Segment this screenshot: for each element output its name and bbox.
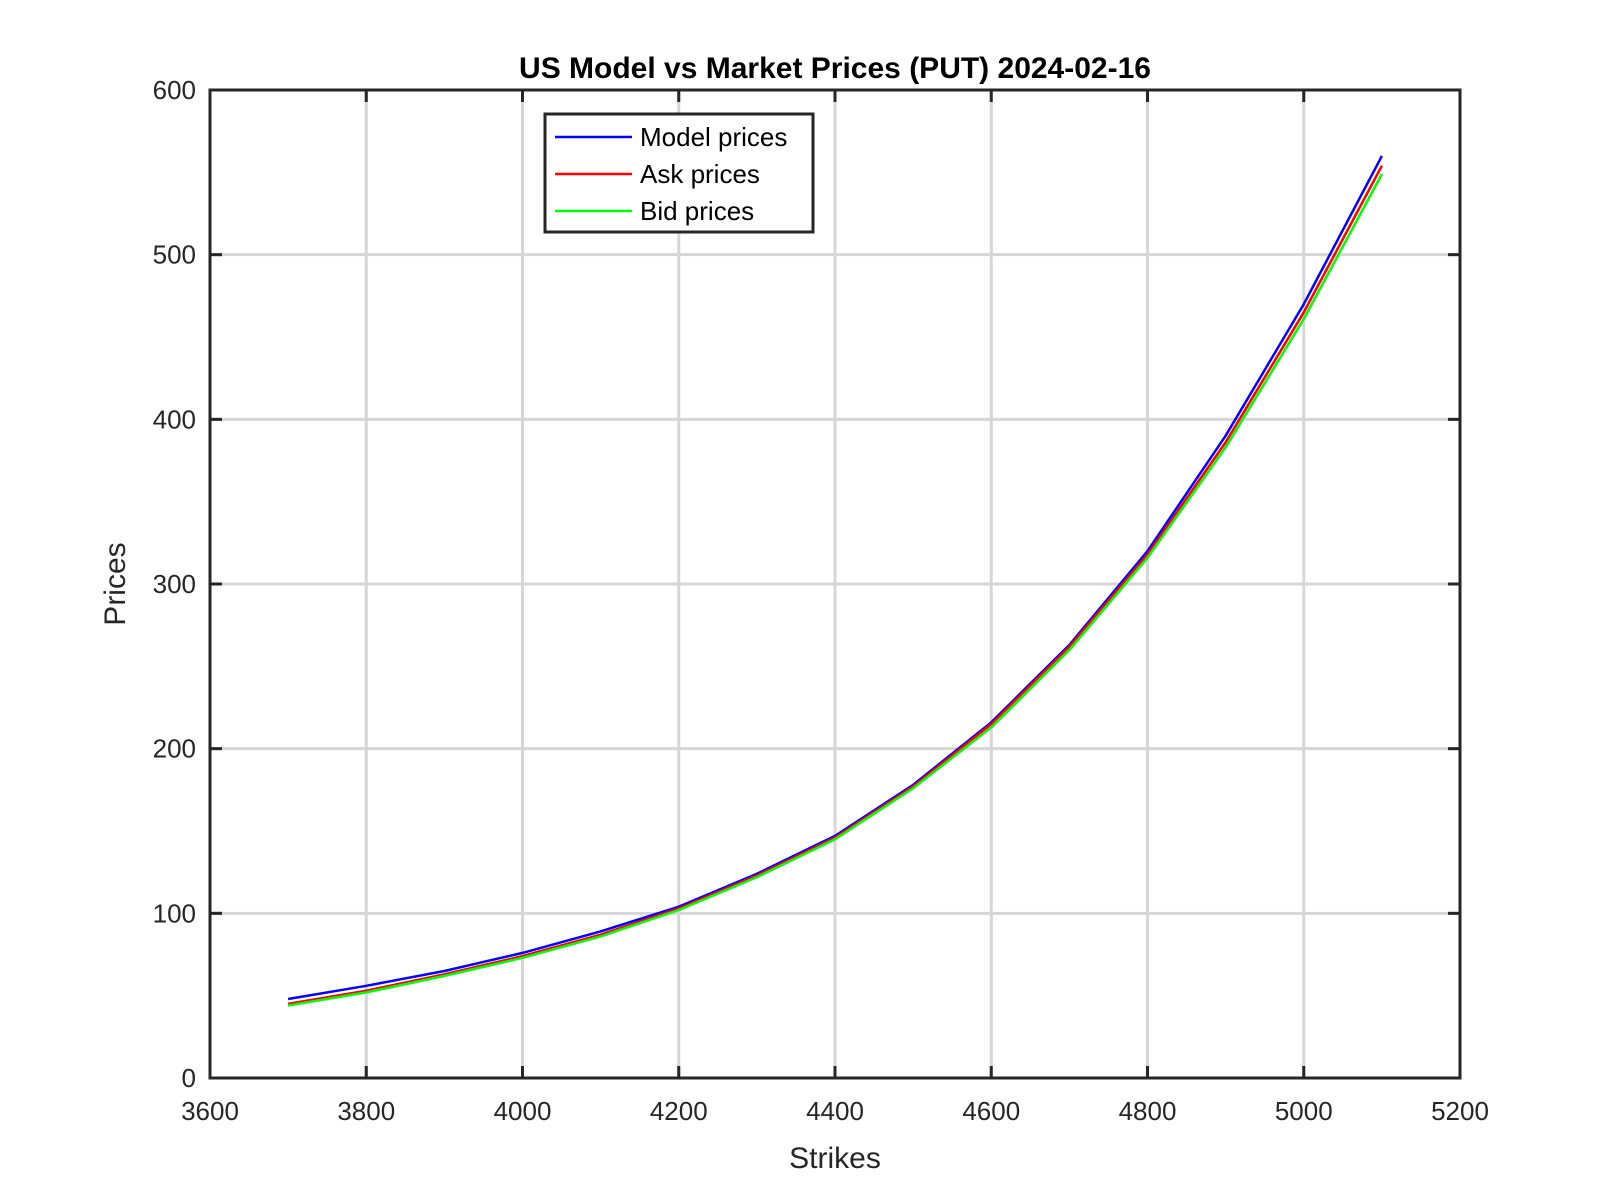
- plot-frame: [208, 88, 1462, 1080]
- x-tick-label: 3800: [337, 1096, 395, 1126]
- y-tick-label: 400: [153, 404, 196, 434]
- x-tick-label: 4200: [650, 1096, 708, 1126]
- y-tick-labels: 0 100 200 300 400 500 600: [153, 75, 196, 1093]
- x-tick-label: 3600: [181, 1096, 239, 1126]
- legend-entry: Model prices: [640, 122, 787, 152]
- chart-title: US Model vs Market Prices (PUT) 2024-02-…: [519, 52, 1151, 85]
- grid-lines: [210, 90, 1460, 1078]
- x-tick-label: 4000: [494, 1096, 552, 1126]
- x-tick-label: 4800: [1119, 1096, 1177, 1126]
- legend-entry: Bid prices: [640, 196, 754, 226]
- y-tick-label: 100: [153, 898, 196, 928]
- x-tick-label: 5000: [1275, 1096, 1333, 1126]
- series-lines: [287, 155, 1384, 1007]
- x-tick-label: 5200: [1431, 1096, 1489, 1126]
- series-line-bid-prices: [287, 173, 1384, 1007]
- x-tick-label: 4600: [962, 1096, 1020, 1126]
- y-axis-label: Prices: [99, 542, 132, 625]
- x-axis-label: Strikes: [789, 1142, 881, 1175]
- y-tick-label: 0: [182, 1063, 196, 1093]
- series-line-model-prices: [287, 155, 1384, 1001]
- x-tick-label: 4400: [806, 1096, 864, 1126]
- x-tick-labels: 3600 3800 4000 4200 4400 4600 4800 5000 5200: [181, 1096, 1489, 1126]
- y-tick-label: 500: [153, 240, 196, 270]
- legend: Model prices Ask prices Bid prices: [543, 112, 815, 234]
- series-line-ask-prices: [287, 165, 1384, 1006]
- y-tick-label: 200: [153, 734, 196, 764]
- y-tick-label: 300: [153, 569, 196, 599]
- y-tick-label: 600: [153, 75, 196, 105]
- legend-entry: Ask prices: [640, 159, 760, 189]
